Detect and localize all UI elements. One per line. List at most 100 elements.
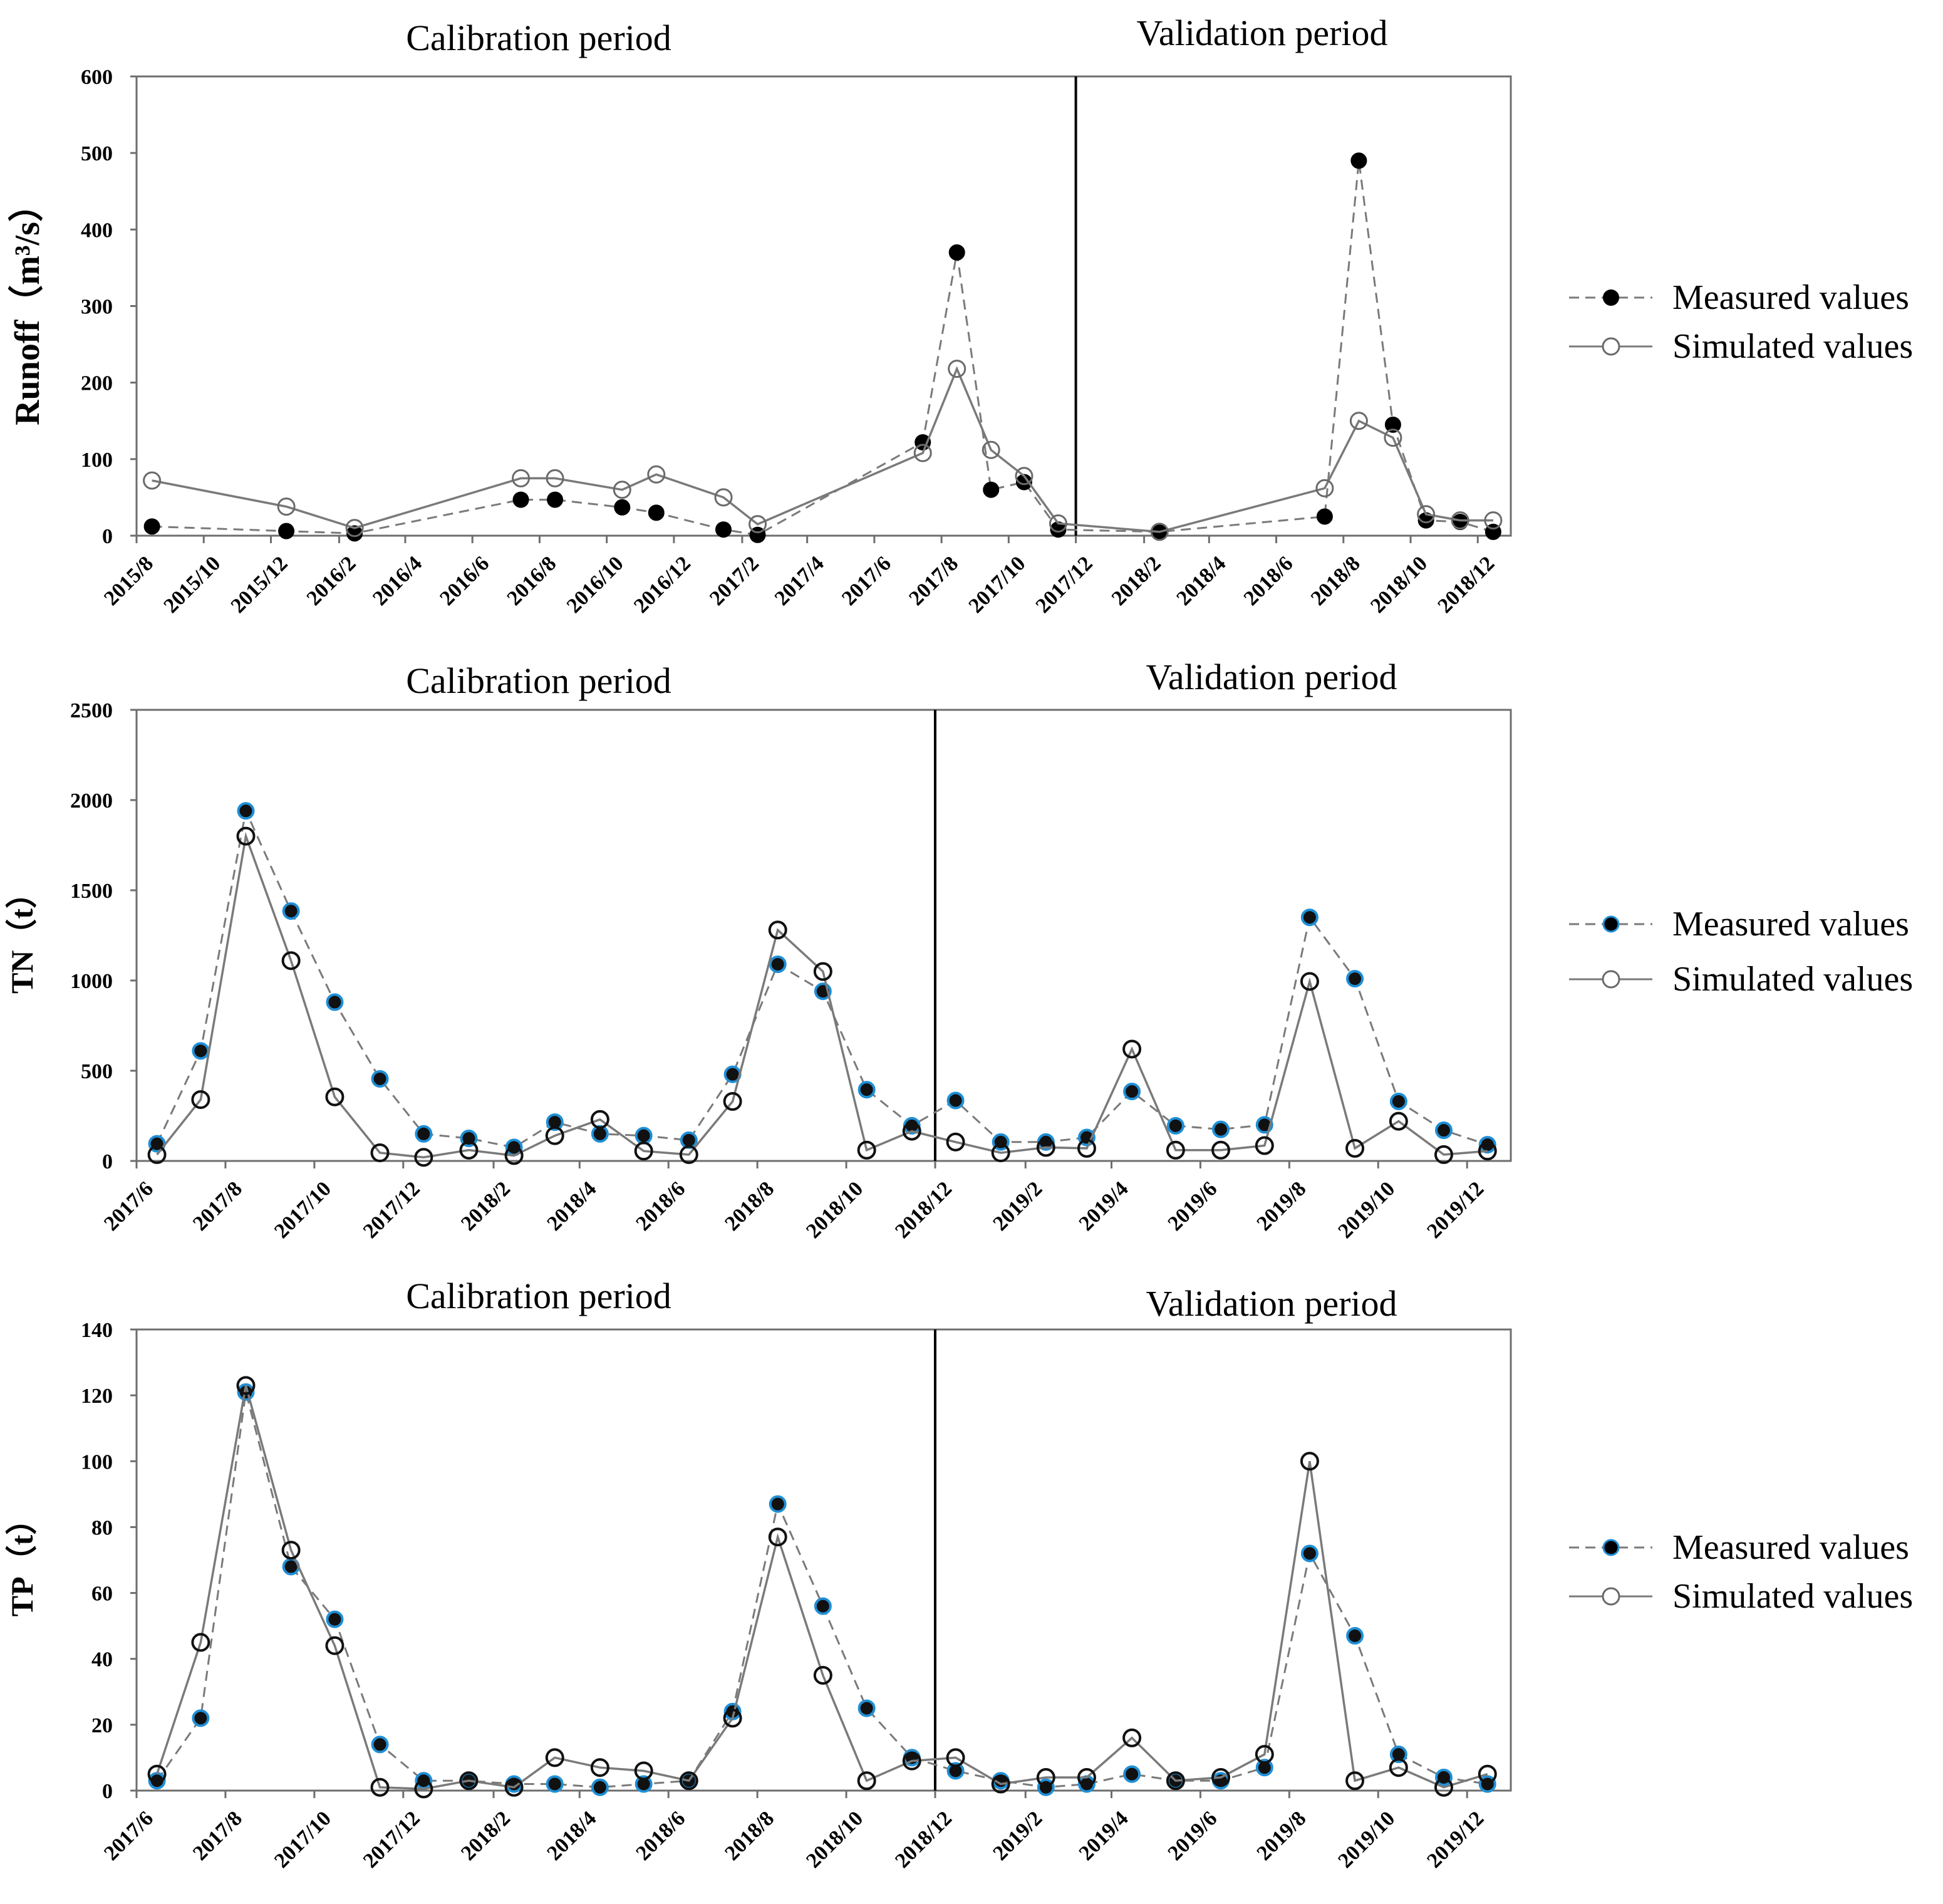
legend-simulated: Simulated values xyxy=(1569,327,1913,366)
legend-marker-filled xyxy=(1602,915,1620,933)
measured-point xyxy=(1478,1136,1496,1154)
simulated-point xyxy=(1389,1111,1408,1131)
x-tick-label: 2019/12 xyxy=(1422,1807,1488,1873)
simulated-series-line xyxy=(156,831,1488,1158)
measured-point xyxy=(858,1699,876,1717)
simulated-point xyxy=(647,465,666,484)
simulated-point xyxy=(147,1145,167,1164)
simulated-point xyxy=(459,1140,479,1160)
x-tick-label: 2018/8 xyxy=(720,1177,779,1236)
y-tick-label: 0 xyxy=(102,1780,113,1803)
plot-area xyxy=(135,709,1512,1162)
x-tick-label: 2015/10 xyxy=(159,552,225,618)
legend-label: Measured values xyxy=(1672,1528,1909,1567)
simulated-point xyxy=(768,1527,787,1547)
legend-label: Simulated values xyxy=(1672,1577,1913,1616)
measured-point xyxy=(1123,1765,1141,1783)
measured-point xyxy=(1389,1745,1407,1764)
simulated-point xyxy=(1484,511,1503,530)
measured-point xyxy=(858,1081,876,1099)
simulated-point xyxy=(768,920,787,940)
x-tick-label: 2015/12 xyxy=(227,552,293,618)
x-tick-label: 2019/8 xyxy=(1252,1807,1310,1865)
y-tick-label: 500 xyxy=(81,142,113,165)
measured-series-line xyxy=(156,1392,1488,1789)
x-tick-label: 2018/2 xyxy=(1107,552,1166,610)
simulated-point xyxy=(813,1666,832,1685)
legend-marker-open xyxy=(1602,337,1620,356)
measured-point xyxy=(415,1125,433,1143)
calibration-period-label: Calibration period xyxy=(406,18,671,58)
simulated-point xyxy=(1077,1767,1096,1787)
y-tick-label: 2500 xyxy=(70,699,113,722)
measured-point xyxy=(1123,1083,1141,1101)
x-tick-label: 2018/10 xyxy=(802,1177,868,1243)
simulated-point xyxy=(545,1126,564,1145)
measured-point xyxy=(326,1610,344,1628)
simulated-point xyxy=(191,1090,210,1110)
legend-measured: Measured values xyxy=(1569,1528,1909,1567)
x-tick-label: 2019/8 xyxy=(1252,1177,1310,1236)
y-axis-title: TP（t） xyxy=(4,1504,39,1617)
simulated-point xyxy=(546,469,564,487)
simulated-point xyxy=(679,1771,698,1791)
simulated-point xyxy=(1315,479,1334,497)
measured-point xyxy=(715,521,732,538)
simulated-point xyxy=(1122,1728,1142,1747)
x-tick-label: 2016/8 xyxy=(503,552,561,610)
simulated-point xyxy=(1434,1777,1453,1797)
simulated-point xyxy=(545,1748,564,1767)
simulated-point xyxy=(1300,972,1319,991)
validation-period-label: Validation period xyxy=(1146,657,1397,697)
measured-point xyxy=(546,1775,564,1793)
legend-simulated: Simulated values xyxy=(1569,1577,1913,1616)
simulated-point xyxy=(902,1121,921,1141)
simulated-point xyxy=(1122,1039,1142,1059)
measured-point xyxy=(635,1126,653,1145)
x-tick-label: 2018/4 xyxy=(542,1807,601,1865)
x-tick-label: 2017/6 xyxy=(100,1807,158,1865)
simulated-point xyxy=(857,1140,876,1160)
measured-point xyxy=(1212,1120,1230,1138)
y-tick-label: 1000 xyxy=(70,970,113,993)
x-tick-label: 2017/8 xyxy=(189,1177,247,1236)
measured-point xyxy=(1346,1626,1364,1645)
simulated-point xyxy=(982,440,1000,459)
x-tick-label: 2016/12 xyxy=(630,552,695,618)
simulated-point xyxy=(1389,1758,1408,1777)
measured-point xyxy=(1300,1544,1319,1563)
x-tick-label: 2018/12 xyxy=(1433,552,1499,618)
simulated-point xyxy=(1036,1138,1055,1157)
simulated-point xyxy=(948,360,966,378)
simulated-point xyxy=(634,1761,653,1781)
measured-series-line xyxy=(152,160,1494,536)
measured-point xyxy=(1389,1092,1407,1110)
measured-point xyxy=(143,518,160,535)
simulated-point xyxy=(679,1145,698,1164)
x-tick-label: 2018/2 xyxy=(457,1807,515,1865)
simulated-point xyxy=(590,1758,609,1777)
y-tick-label: 20 xyxy=(91,1714,113,1737)
y-tick-label: 0 xyxy=(102,1150,113,1173)
simulated-point xyxy=(857,1771,876,1791)
x-tick-label: 2019/6 xyxy=(1164,1177,1222,1236)
x-tick-label: 2017/10 xyxy=(964,552,1030,618)
measured-point xyxy=(192,1042,210,1060)
measured-point xyxy=(326,993,344,1011)
legend-label: Simulated values xyxy=(1672,960,1913,999)
measured-point xyxy=(1316,508,1333,525)
simulated-point xyxy=(1211,1767,1231,1787)
simulated-point xyxy=(1015,467,1034,486)
measured-point xyxy=(346,525,363,542)
simulated-point xyxy=(1451,511,1469,530)
measured-point xyxy=(1300,908,1319,927)
simulated-point xyxy=(370,1777,390,1797)
measured-point xyxy=(769,955,787,974)
x-tick-label: 2019/10 xyxy=(1334,1177,1399,1243)
x-tick-label: 2019/12 xyxy=(1422,1177,1488,1243)
x-tick-label: 2017/8 xyxy=(904,552,963,610)
measured-point xyxy=(948,244,965,261)
x-tick-label: 2019/4 xyxy=(1075,1177,1133,1236)
y-tick-label: 400 xyxy=(81,219,113,242)
simulated-point xyxy=(370,1143,390,1163)
